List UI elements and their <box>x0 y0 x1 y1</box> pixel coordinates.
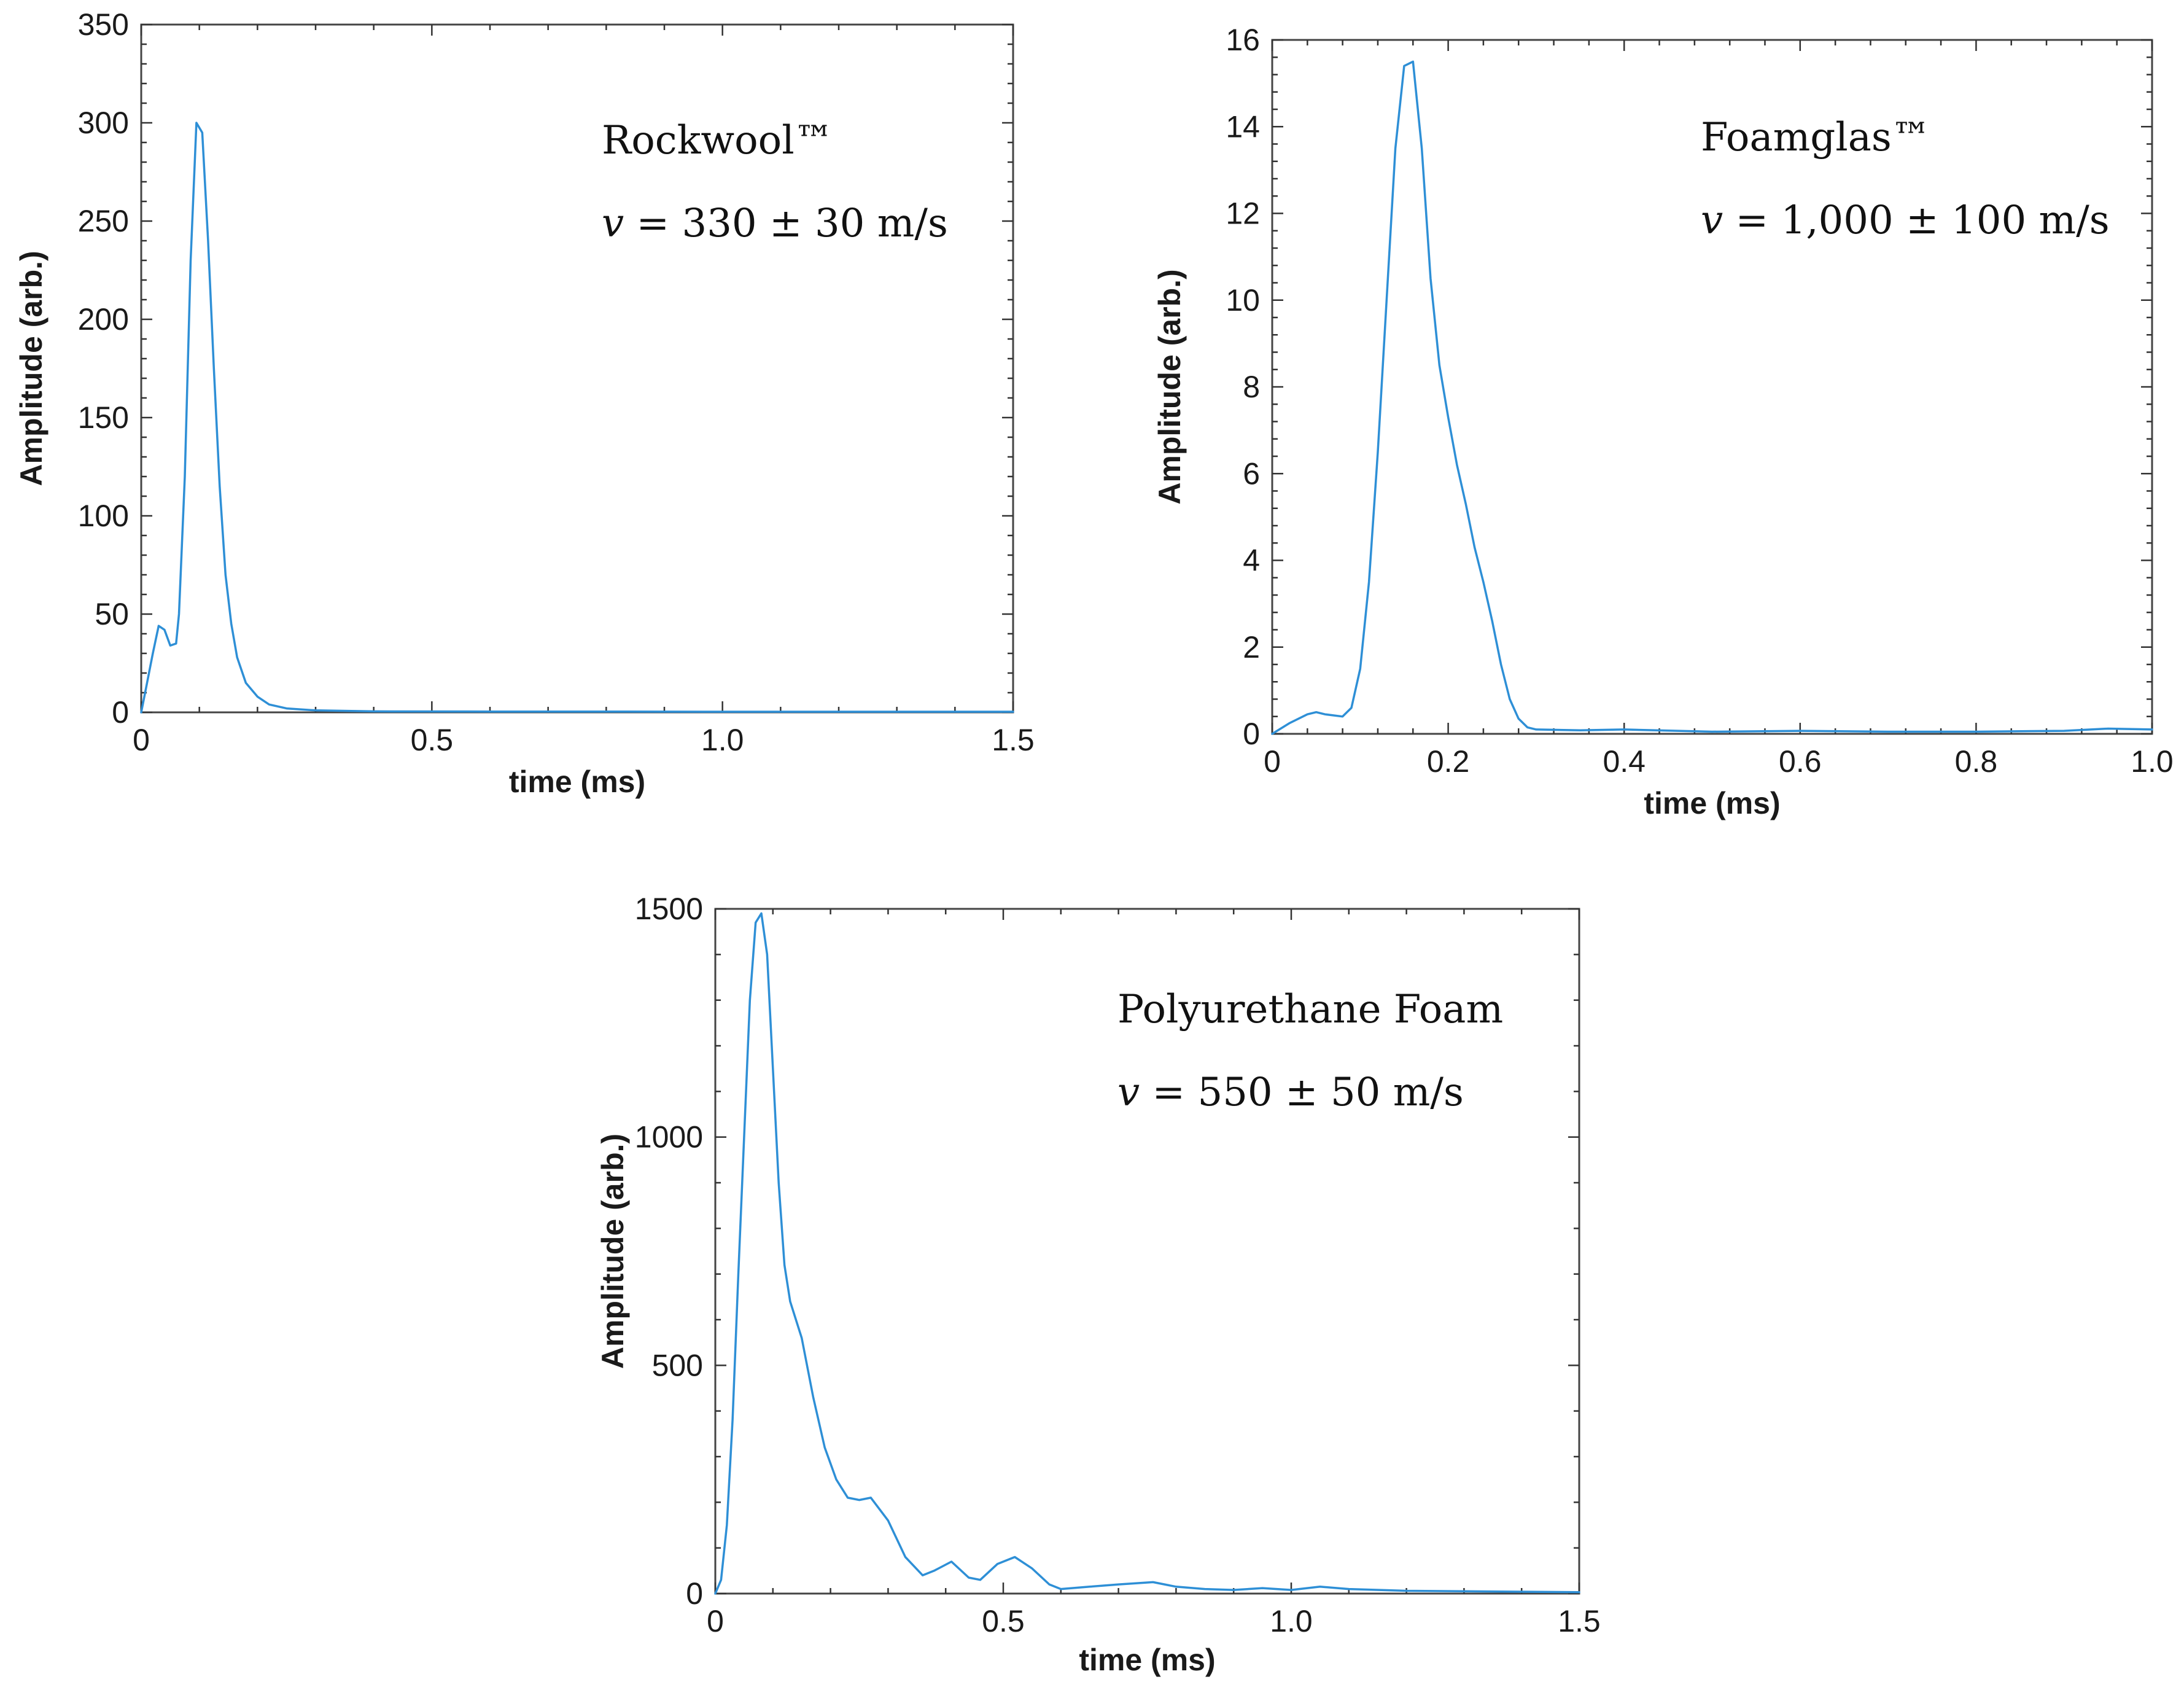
x-tick-label: 0.4 <box>1603 744 1646 779</box>
x-tick-label: 0.8 <box>1955 744 1998 779</box>
y-tick-label: 14 <box>1226 109 1260 144</box>
series-line <box>140 122 1014 714</box>
series-line <box>714 912 1580 1595</box>
x-tick-label: 1.0 <box>1270 1604 1313 1638</box>
y-tick-label: 150 <box>78 400 129 435</box>
velocity-value: = 1,000 ± 100 m/s <box>1723 198 2109 243</box>
velocity-symbol: v <box>1701 198 1723 243</box>
plot-frame <box>140 23 1014 714</box>
x-axis-label: time (ms) <box>1079 1643 1215 1677</box>
velocity-symbol: v <box>602 201 624 246</box>
y-tick-label: 100 <box>78 499 129 533</box>
x-axis-label: time (ms) <box>509 765 645 799</box>
y-tick-label: 4 <box>1243 543 1260 578</box>
x-tick-label: 0.6 <box>1779 744 1822 779</box>
x-tick-label: 0 <box>133 723 150 757</box>
y-tick-label: 0 <box>1243 717 1260 751</box>
y-tick-label: 0 <box>112 695 129 730</box>
x-tick-label: 1.0 <box>2131 744 2174 779</box>
x-tick-label: 1.5 <box>992 723 1035 757</box>
x-tick-label: 0.5 <box>982 1604 1025 1638</box>
x-axis-label: time (ms) <box>1644 786 1780 820</box>
y-tick-label: 0 <box>686 1576 703 1611</box>
y-tick-label: 10 <box>1226 283 1260 317</box>
y-tick-label: 12 <box>1226 197 1260 231</box>
x-tick-label: 0.5 <box>411 723 454 757</box>
y-tick-label: 300 <box>78 106 129 140</box>
y-tick-label: 2 <box>1243 630 1260 664</box>
y-tick-label: 500 <box>652 1348 703 1382</box>
y-tick-label: 1000 <box>635 1120 703 1154</box>
velocity-value: = 550 ± 50 m/s <box>1140 1070 1464 1115</box>
x-tick-label: 0 <box>707 1604 724 1638</box>
y-tick-label: 200 <box>78 302 129 337</box>
y-tick-label: 1500 <box>635 892 703 926</box>
plot-frame <box>714 908 1580 1595</box>
y-axis-label: Amplitude (arb.) <box>1152 269 1187 504</box>
y-tick-label: 250 <box>78 204 129 238</box>
velocity-annotation: v = 550 ± 50 m/s <box>1117 1070 1464 1115</box>
velocity-annotation: v = 330 ± 30 m/s <box>602 201 948 246</box>
material-annotation: Foamglas™ <box>1701 115 1931 160</box>
material-annotation: Polyurethane Foam <box>1117 987 1503 1032</box>
series-line <box>1271 60 2153 735</box>
chart-polyurethane: 0 0.5 1.0 1.5 0 500 1000 1500 time (ms) Amplitude… <box>596 892 1601 1677</box>
chart-foamglas: 0 0.2 0.4 0.6 0.8 1.0 0 2 4 6 8 10 12 14 16 time (ms) Am… <box>1152 23 2174 820</box>
material-annotation: Rockwool™ <box>602 118 834 163</box>
velocity-annotation: v = 1,000 ± 100 m/s <box>1701 198 2110 243</box>
y-tick-label: 8 <box>1243 370 1260 404</box>
y-tick-label: 6 <box>1243 456 1260 491</box>
y-tick-label: 16 <box>1226 23 1260 57</box>
velocity-symbol: v <box>1117 1070 1140 1115</box>
chart-rockwool: 0 0.5 1.0 1.5 0 50 100 150 200 250 300 350 time (ms)… <box>14 7 1035 799</box>
y-tick-label: 350 <box>78 7 129 42</box>
x-tick-label: 1.0 <box>701 723 744 757</box>
y-axis-label: Amplitude (arb.) <box>596 1134 630 1369</box>
y-axis-label: Amplitude (arb.) <box>14 251 49 486</box>
x-tick-label: 0 <box>1264 744 1281 779</box>
x-tick-label: 1.5 <box>1558 1604 1601 1638</box>
x-tick-label: 0.2 <box>1427 744 1470 779</box>
velocity-value: = 330 ± 30 m/s <box>624 201 948 246</box>
y-tick-label: 50 <box>95 597 129 631</box>
